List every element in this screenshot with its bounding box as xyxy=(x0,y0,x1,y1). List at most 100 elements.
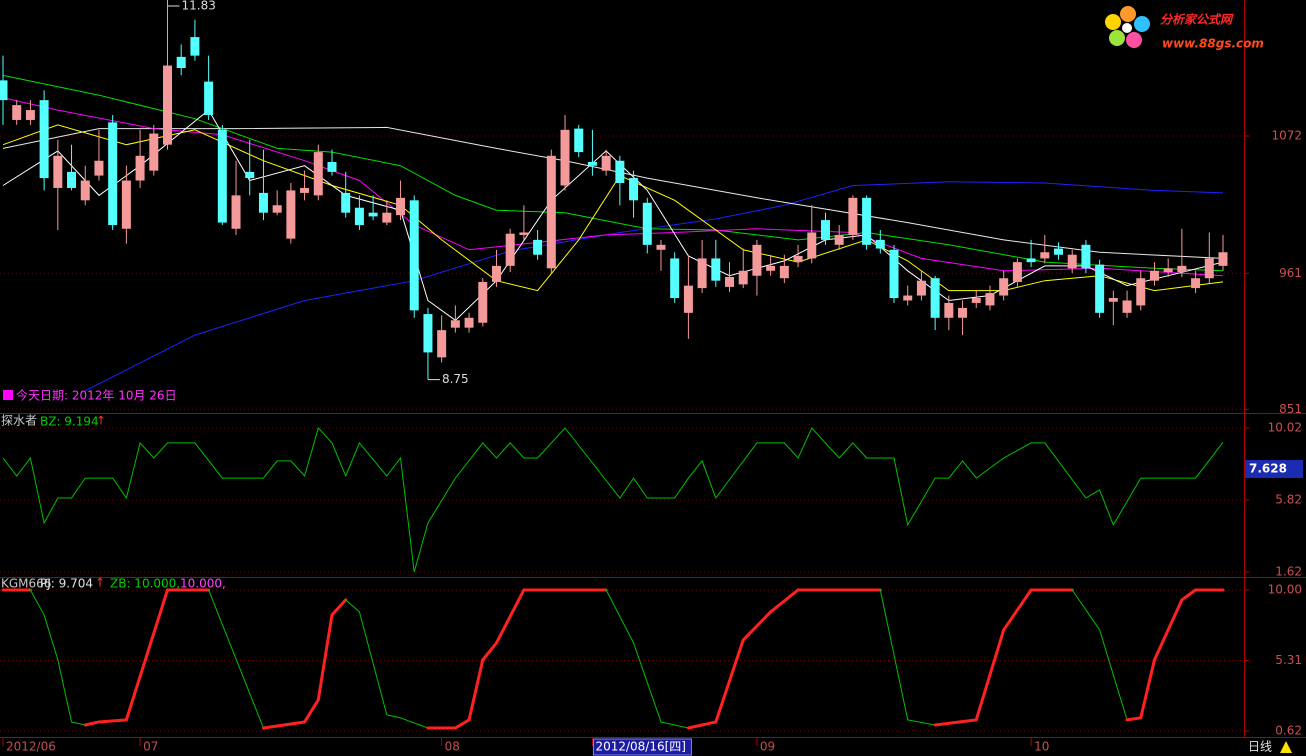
candle-body xyxy=(67,171,77,188)
logo-title: 分析家公式网 xyxy=(1160,13,1234,27)
y-tick-label: 0.62 xyxy=(1275,723,1302,737)
line-segment xyxy=(57,659,73,723)
line-segment xyxy=(494,588,526,645)
candle-body xyxy=(533,239,543,255)
y-tick-label: 961 xyxy=(1279,266,1302,280)
current-value-box xyxy=(1245,460,1303,479)
y-tick-label: 851 xyxy=(1279,402,1302,416)
candle-body xyxy=(820,220,830,240)
logo: 分析家公式网 www.88gs.com xyxy=(1105,6,1264,51)
logo-petal xyxy=(1120,6,1136,22)
candle-body xyxy=(587,161,597,166)
line-segment xyxy=(330,598,348,617)
candle-body xyxy=(944,302,954,318)
y-tick-label: 10.00 xyxy=(1268,582,1302,596)
candle-body xyxy=(176,56,186,69)
x-tick-label: 09 xyxy=(760,740,775,754)
candle-body xyxy=(1040,252,1050,259)
line-segment xyxy=(1139,658,1156,720)
y-tick-label: 5.82 xyxy=(1275,493,1302,507)
candle-body xyxy=(313,152,323,196)
logo-url: www.88gs.com xyxy=(1162,37,1264,51)
line xyxy=(2,74,1224,272)
x-tick-label: 2012/08/16[四] xyxy=(595,740,686,754)
line-segment xyxy=(316,613,334,702)
line xyxy=(84,181,1224,392)
line-segment xyxy=(29,589,45,616)
line-segment xyxy=(1180,588,1198,602)
candle-body xyxy=(1177,265,1187,273)
candle-body xyxy=(985,293,995,306)
candle-body xyxy=(875,239,885,249)
line-segment xyxy=(83,720,101,727)
candle-body xyxy=(683,285,693,313)
date-annotation: 今天日期: 2012年 10月 26日 xyxy=(16,388,177,403)
logo-petal xyxy=(1134,16,1150,32)
line-segment xyxy=(97,718,128,724)
logo-petal xyxy=(1126,32,1142,48)
x-tick-label: 08 xyxy=(445,740,460,754)
line-segment xyxy=(741,610,773,642)
candle-body xyxy=(711,258,721,281)
line-segment xyxy=(345,599,360,613)
candle-body xyxy=(382,212,392,223)
candle-body xyxy=(108,122,118,226)
candle-body xyxy=(656,244,666,250)
candle-body xyxy=(341,192,351,213)
candle-body xyxy=(491,265,501,282)
indicator-name: 探水者 xyxy=(1,414,37,428)
line-segment xyxy=(1002,588,1033,632)
plot-area: 1072 961 851 11.83 8.75 10.02 5.82 1.62 7.628 10.… xyxy=(0,0,1303,737)
line-segment xyxy=(1071,589,1101,631)
x-tick-label: 2012/06 xyxy=(6,740,56,754)
candle-body xyxy=(204,81,214,115)
high-annotation: 11.83 xyxy=(181,0,215,13)
indicator-value: ZB: 10.000, xyxy=(110,577,180,591)
indicator-value: PJ: 9.704 xyxy=(40,577,93,591)
candle-body xyxy=(1218,252,1228,266)
candle-body xyxy=(1136,278,1146,306)
line-segment xyxy=(974,628,1006,722)
logo-petal xyxy=(1109,30,1125,46)
candle-body xyxy=(327,161,337,172)
candle-body xyxy=(615,160,625,184)
candle-body xyxy=(0,80,8,101)
candle-body xyxy=(94,160,104,176)
candle-body xyxy=(437,330,447,358)
line-segment xyxy=(1099,629,1128,721)
candle-body xyxy=(1108,298,1118,302)
candle-body xyxy=(1067,254,1077,269)
line-segment xyxy=(660,721,689,729)
candle-body xyxy=(642,202,652,245)
candle-body xyxy=(354,207,364,226)
candle-body xyxy=(478,281,488,323)
candle-body xyxy=(409,200,419,311)
candle-body xyxy=(834,234,844,245)
selected-date-box xyxy=(592,738,692,756)
low-annotation: 8.75 xyxy=(442,372,469,386)
line-segment xyxy=(208,589,264,729)
line-segment xyxy=(358,611,388,716)
candle-body xyxy=(601,155,611,171)
line-segment xyxy=(907,719,936,726)
x-tick-label: 10 xyxy=(1034,740,1049,754)
candle-body xyxy=(464,317,474,328)
candle-body xyxy=(574,128,584,153)
y-tick-label: 1.62 xyxy=(1275,565,1302,579)
indicator-value: 10.000, xyxy=(180,577,226,591)
candle-body xyxy=(519,232,529,235)
x-tick-label: 07 xyxy=(143,740,158,754)
indicator-arrow: ↑ xyxy=(96,414,106,428)
candle-body xyxy=(245,171,255,179)
candle-body xyxy=(1122,300,1132,313)
line-segment xyxy=(605,589,635,644)
line-segment xyxy=(481,641,498,662)
indicator-name: KGM666 xyxy=(1,577,51,591)
candle-body xyxy=(12,105,22,120)
candle-body xyxy=(903,295,913,301)
line-segment xyxy=(1152,598,1184,662)
indicator-arrow: ↑ xyxy=(95,576,105,590)
